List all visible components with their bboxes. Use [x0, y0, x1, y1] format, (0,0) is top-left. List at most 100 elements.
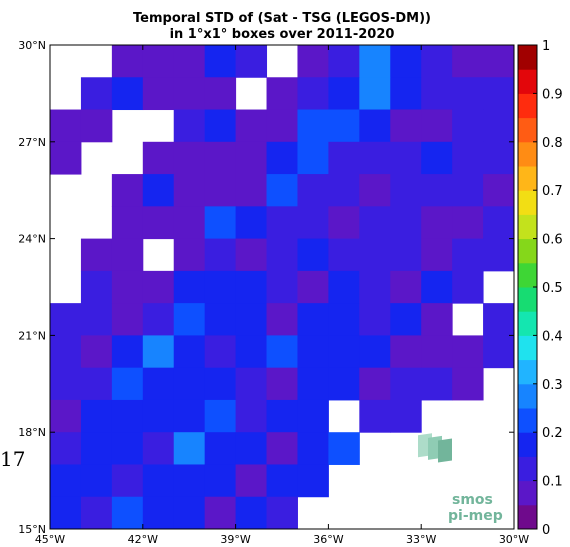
heatmap-cell	[452, 109, 484, 143]
heatmap-cell	[297, 367, 329, 401]
heatmap-cell	[452, 367, 484, 401]
heatmap-cell	[50, 367, 82, 401]
heatmap-cell	[204, 303, 237, 336]
heatmap-cell	[50, 141, 82, 175]
heatmap-cell	[421, 238, 453, 272]
heatmap-cell	[50, 496, 82, 530]
colorbar-tick-label: 0.3	[542, 378, 563, 393]
heatmap-cell	[328, 45, 360, 78]
heatmap-cell	[359, 335, 391, 369]
colorbar-tick-label: 0.1	[542, 475, 563, 490]
heatmap-cell	[111, 206, 144, 240]
heatmap-cell	[111, 399, 144, 433]
x-tick-label: 45°W	[35, 533, 65, 546]
y-tick-label: 24°N	[18, 233, 46, 246]
heatmap-cell	[142, 367, 175, 401]
heatmap-cell	[142, 303, 175, 336]
heatmap-cell	[173, 303, 206, 336]
heatmap-cell	[111, 496, 144, 530]
heatmap-cell	[266, 432, 298, 465]
heatmap-cell	[297, 303, 329, 336]
heatmap-cell	[266, 399, 298, 433]
colorbar-segment	[518, 93, 537, 119]
heatmap-cell	[173, 399, 206, 433]
heatmap-cell	[266, 367, 298, 401]
heatmap-cell	[204, 238, 237, 272]
heatmap-cell	[173, 206, 206, 240]
y-tick-label: 21°N	[18, 329, 46, 342]
heatmap-cell	[483, 45, 515, 78]
heatmap-cell	[452, 238, 484, 272]
smos-pi-mep-logo: smos pi-mep	[418, 433, 503, 524]
heatmap-cell	[173, 367, 206, 401]
x-tick-label: 42°W	[128, 533, 158, 546]
chart-title-line-1: Temporal STD of (Sat - TSG (LEGOS-DM))	[133, 11, 431, 26]
heatmap-cell	[359, 141, 391, 175]
heatmap-cell	[390, 206, 422, 240]
heatmap-cell	[173, 496, 206, 530]
heatmap-cell	[266, 206, 298, 240]
colorbar-segment	[518, 238, 537, 264]
heatmap-cell	[204, 432, 237, 465]
heatmap-cell	[328, 335, 360, 369]
heatmap-cell	[111, 77, 144, 111]
colorbar-segment	[518, 504, 537, 530]
stray-number: 17	[0, 447, 26, 471]
heatmap-cell	[173, 464, 206, 498]
heatmap-cell	[266, 270, 298, 304]
colorbar-tick-label: 1	[542, 39, 550, 54]
heatmap-cell	[111, 432, 144, 465]
colorbar-segment	[518, 262, 537, 288]
heatmap-cell	[235, 367, 268, 401]
heatmap-cell	[111, 270, 144, 304]
colorbar-segment	[518, 45, 537, 70]
heatmap-cell	[390, 174, 422, 207]
heatmap-cell	[297, 270, 329, 304]
heatmap-cell	[328, 77, 360, 111]
heatmap-cell	[421, 367, 453, 401]
heatmap-cell	[142, 464, 175, 498]
colorbar-segment	[518, 214, 537, 240]
heatmap-cell	[235, 335, 268, 369]
x-tick-label: 30°W	[499, 533, 529, 546]
heatmap-cell	[173, 77, 206, 111]
heatmap-cell	[235, 141, 268, 175]
heatmap-cell	[452, 174, 484, 207]
heatmap-cell	[421, 335, 453, 369]
heatmap-cell	[359, 303, 391, 336]
colorbar	[518, 45, 537, 530]
colorbar-tick-label: 0	[542, 523, 550, 538]
heatmap-cell	[111, 303, 144, 336]
heatmap-cell	[390, 45, 422, 78]
heatmap-cell	[235, 464, 268, 498]
heatmap-cell	[452, 270, 484, 304]
heatmap-cell	[297, 399, 329, 433]
heatmap-cell	[266, 303, 298, 336]
colorbar-segment	[518, 166, 537, 191]
heatmap-cell	[173, 141, 206, 175]
heatmap-cell	[50, 109, 82, 143]
colorbar-tick-label: 0.9	[542, 87, 563, 102]
heatmap-cell	[204, 335, 237, 369]
heatmap-cell	[235, 496, 268, 530]
heatmap-cell	[235, 174, 268, 207]
heatmap-cell	[80, 367, 113, 401]
colorbar-tick-label: 0.8	[542, 136, 563, 151]
heatmap-cell	[421, 109, 453, 143]
heatmap-cell	[235, 109, 268, 143]
y-tick-label: 18°N	[18, 426, 46, 439]
heatmap-cell	[266, 174, 298, 207]
heatmap-cell	[483, 77, 515, 111]
heatmap-cell	[142, 270, 175, 304]
heatmap-cell	[390, 109, 422, 143]
heatmap-cell	[173, 45, 206, 78]
heatmap-cell	[328, 141, 360, 175]
colorbar-segment	[518, 311, 537, 336]
heatmap-cell	[50, 335, 82, 369]
plot-frame	[49, 44, 515, 530]
x-axis-ticks: 45°W 42°W 39°W 36°W 33°W 30°W	[35, 45, 529, 546]
heatmap-cell	[421, 174, 453, 207]
y-tick-label: 27°N	[18, 136, 46, 149]
colorbar-segment	[518, 69, 537, 94]
heatmap-cell	[204, 367, 237, 401]
